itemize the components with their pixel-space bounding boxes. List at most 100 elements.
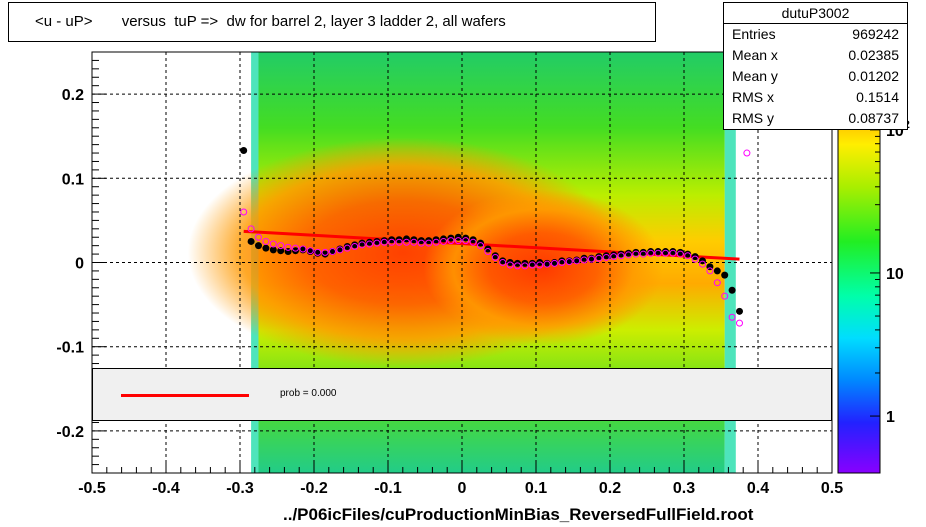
legend-line-swatch xyxy=(121,394,249,397)
profile-magenta-point xyxy=(321,248,329,256)
profile-black-point xyxy=(595,253,603,261)
profile-black-point xyxy=(617,250,625,258)
stats-value: 0.02385 xyxy=(848,47,899,63)
x-tick-label: 0.5 xyxy=(821,480,843,497)
profile-magenta-point xyxy=(639,250,647,258)
z-tick-labels: 110102 xyxy=(886,119,910,426)
profile-magenta-point xyxy=(736,319,743,327)
x-tick-label: 0.4 xyxy=(747,480,769,497)
profile-black-point xyxy=(610,251,618,259)
x-tick-label: -0.2 xyxy=(300,480,328,497)
profile-magenta-point xyxy=(588,255,595,263)
profile-magenta-point xyxy=(528,261,536,269)
stats-label: RMS x xyxy=(732,89,774,105)
profile-magenta-point xyxy=(691,255,699,263)
profile-black-point xyxy=(728,286,736,294)
x-tick-label: -0.4 xyxy=(152,480,180,497)
profile-black-point xyxy=(669,248,677,256)
profile-magenta-point xyxy=(240,208,248,216)
profile-black-point xyxy=(262,244,270,252)
profile-magenta-point xyxy=(447,237,455,245)
profile-magenta-point xyxy=(336,246,344,254)
profile-black-point xyxy=(255,242,262,250)
profile-black-point xyxy=(343,243,351,251)
profile-magenta-point xyxy=(329,248,336,256)
profile-black-point xyxy=(240,147,248,155)
profile-black-point xyxy=(351,241,359,249)
profile-magenta-point xyxy=(551,259,558,267)
profile-magenta-point xyxy=(484,248,492,256)
profile-magenta-point xyxy=(491,253,499,261)
y-tick-labels: -0.2 -0.1 0 0.1 0.2 xyxy=(56,87,84,441)
x-tick-label: -0.1 xyxy=(374,480,402,497)
profile-magenta-point xyxy=(403,238,410,246)
profile-magenta-point xyxy=(625,251,632,259)
profile-black-point xyxy=(366,238,373,246)
stats-label: Mean x xyxy=(732,47,778,63)
profile-magenta-point xyxy=(306,247,314,255)
y-tick-label: -0.2 xyxy=(56,424,84,441)
profile-black-point xyxy=(647,248,655,256)
profile-magenta-point xyxy=(602,253,610,261)
profile-magenta-point xyxy=(558,259,566,266)
profile-black-point xyxy=(632,248,640,256)
profile-black-point xyxy=(329,248,336,256)
legend-text: prob = 0.000 xyxy=(280,388,337,399)
profile-magenta-point xyxy=(314,248,322,256)
profile-magenta-point xyxy=(514,262,521,270)
profile-magenta-point xyxy=(425,239,433,247)
profile-magenta-point xyxy=(351,243,359,251)
x-tick-labels: -0.5 -0.4 -0.3 -0.2 -0.1 0 0.1 0.2 0.3 0.4 0.5 xyxy=(78,480,843,497)
profile-black-point xyxy=(491,252,499,260)
profile-magenta-point xyxy=(462,237,470,245)
x-tick-label: 0.2 xyxy=(599,480,621,497)
y-tick-label: 0 xyxy=(75,256,84,273)
y-tick-label: 0.1 xyxy=(62,171,84,188)
y-tick-label: -0.1 xyxy=(56,340,84,357)
profile-magenta-point xyxy=(395,238,403,246)
fit-legend: prob = 0.000 xyxy=(92,368,832,421)
profile-magenta-point xyxy=(454,237,462,245)
profile-magenta-point xyxy=(358,241,366,249)
profile-black-point xyxy=(602,252,610,260)
profile-black-point xyxy=(358,239,366,247)
chart-title: <u - uP> versus tuP => dw for barrel 2, … xyxy=(8,2,656,42)
profile-black-point xyxy=(499,257,507,265)
profile-black-point xyxy=(321,250,329,258)
profile-magenta-point xyxy=(536,261,544,269)
profile-black-point xyxy=(625,249,632,257)
stats-label: RMS y xyxy=(732,110,774,126)
profile-black-point xyxy=(580,254,588,262)
profile-magenta-point xyxy=(277,242,285,250)
profile-black-point xyxy=(373,237,381,245)
profile-black-point xyxy=(639,248,647,256)
profile-black-point xyxy=(247,237,255,245)
profile-magenta-point xyxy=(292,244,299,252)
profile-magenta-point xyxy=(610,253,618,261)
profile-magenta-point xyxy=(388,238,396,246)
x-tick-label: 0.1 xyxy=(525,480,547,497)
stats-row: RMS y 0.08737 xyxy=(724,108,907,129)
profile-black-point xyxy=(380,237,388,245)
stats-label: Mean y xyxy=(732,68,778,84)
stats-value: 0.01202 xyxy=(848,68,899,84)
stats-row: Entries 969242 xyxy=(724,24,907,45)
profile-black-point xyxy=(654,248,662,256)
heatmap-core xyxy=(423,189,664,346)
profile-magenta-point xyxy=(477,242,484,250)
profile-magenta-point xyxy=(469,238,477,246)
profile-magenta-point xyxy=(669,249,677,257)
profile-magenta-point xyxy=(543,260,551,268)
z-tick-label: 1 xyxy=(886,409,895,426)
z-tick-label: 10 xyxy=(886,266,904,283)
stats-value: 0.1514 xyxy=(856,89,899,105)
profile-magenta-point xyxy=(721,292,729,300)
profile-magenta-point xyxy=(343,244,351,252)
profile-magenta-point xyxy=(662,249,669,257)
profile-magenta-point xyxy=(743,149,751,157)
x-tick-label: -0.3 xyxy=(226,480,254,497)
y-tick-label: 0.2 xyxy=(62,87,84,104)
profile-magenta-markers xyxy=(240,149,751,327)
profile-black-point xyxy=(684,250,692,258)
